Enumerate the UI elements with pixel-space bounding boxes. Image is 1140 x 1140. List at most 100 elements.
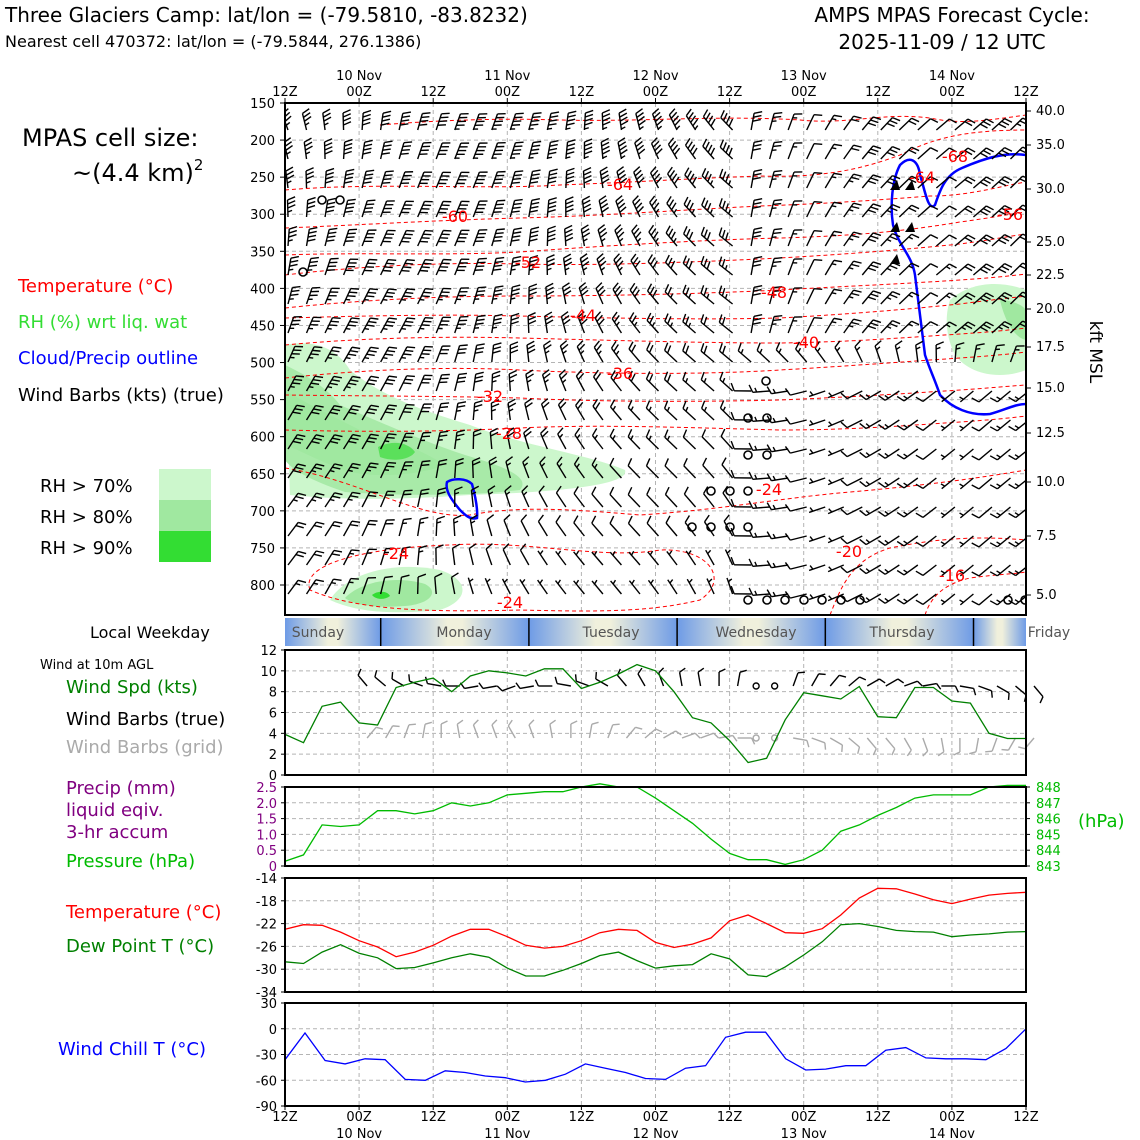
profile-wind-barb xyxy=(663,371,678,392)
profile-wind-barb-feather xyxy=(369,519,378,522)
profile-wind-barb-feather xyxy=(403,493,412,496)
profile-wind-barb-feather xyxy=(423,262,432,265)
profile-wind-barb-feather xyxy=(753,139,763,143)
profile-wind-barb-feather xyxy=(527,344,536,350)
profile-wind-barb-shaft xyxy=(342,200,349,218)
profile-wind-barb-shaft xyxy=(454,432,458,450)
profile-wind-barb-feather xyxy=(851,205,860,210)
profile-wind-barb-halffeather xyxy=(754,590,758,596)
profile-wind-barb-feather xyxy=(511,288,520,292)
profile-wind-barb-feather xyxy=(313,524,323,529)
profile-wind-barb-shaft xyxy=(806,230,815,247)
profile-wind-barb xyxy=(609,550,622,566)
profile-wind-barb-shaft xyxy=(884,506,900,517)
profile-wind-barb xyxy=(959,419,974,432)
profile-wind-barb-feather xyxy=(316,521,325,525)
profile-wind-barb xyxy=(668,108,681,131)
profile-wind-barb-feather xyxy=(405,320,414,324)
profile-wind-barb-shaft xyxy=(972,176,987,189)
profile-wind-barb xyxy=(287,434,306,450)
profile-wind-barb-feather xyxy=(908,207,917,213)
profile-wind-barb xyxy=(700,255,715,276)
profile-wind-barb xyxy=(808,506,826,514)
profile-wind-barb-shaft xyxy=(631,230,641,247)
profile-wind-barb-shaft xyxy=(865,390,882,401)
isotherm-label: -64 xyxy=(607,175,633,194)
surface-barb-true-shaft xyxy=(556,682,571,687)
profile-wind-barb xyxy=(768,111,783,131)
profile-wind-barb-shaft xyxy=(922,390,937,402)
profile-wind-barb xyxy=(578,282,589,305)
profile-wind-barb-shaft xyxy=(379,491,388,508)
profile-wind-barb-feather xyxy=(722,142,727,151)
profile-wind-barb-feather xyxy=(964,208,973,214)
isotherm-label: -48 xyxy=(761,283,787,302)
profile-wind-barb-feather xyxy=(580,318,588,326)
profile-wind-barb-feather xyxy=(512,231,522,234)
isotherm-label: -44 xyxy=(570,306,596,325)
surface-barb-true-feather xyxy=(442,679,447,687)
profile-wind-barb-feather xyxy=(384,382,394,385)
profile-wind-barb-feather xyxy=(986,321,994,327)
profile-wind-barb-feather xyxy=(600,203,609,209)
surface-barb-true xyxy=(829,674,847,687)
profile-wind-barb-feather xyxy=(383,144,392,148)
profile-wind-barb-feather xyxy=(986,147,994,153)
profile-wind-barb-feather xyxy=(565,204,574,209)
profile-wind-barb xyxy=(472,371,484,392)
profile-wind-barb-halffeather xyxy=(903,424,908,429)
profile-wind-barb-feather xyxy=(421,115,430,119)
calm-circle xyxy=(743,450,753,460)
profile-wind-barb-shaft xyxy=(435,113,443,131)
profile-wind-barb-feather xyxy=(582,199,591,205)
top-time-tick-label: 00Z xyxy=(346,85,372,100)
profile-wind-barb xyxy=(880,174,901,189)
profile-wind-barb-feather xyxy=(666,374,672,383)
profile-wind-barb-feather xyxy=(813,200,823,203)
profile-wind-barb xyxy=(472,428,482,450)
profile-wind-barb-halffeather xyxy=(778,348,782,354)
height-tick-label: 40.0 xyxy=(1036,104,1065,119)
profile-wind-barb-feather xyxy=(718,314,723,323)
profile-wind-barb-feather xyxy=(889,206,898,212)
profile-wind-barb-feather xyxy=(352,404,361,408)
profile-wind-barb-feather xyxy=(599,199,608,205)
profile-wind-barb-feather xyxy=(687,141,693,149)
profile-wind-barb-feather xyxy=(833,230,843,234)
profile-wind-barb-feather xyxy=(930,118,939,124)
precip-panel-ytick-label: 0 xyxy=(269,860,277,875)
profile-wind-barb-shaft xyxy=(1015,566,1026,577)
profile-wind-barb-feather xyxy=(575,398,582,406)
profile-wind-barb-feather xyxy=(387,258,397,262)
profile-wind-barb xyxy=(720,109,734,131)
surface-barb-grid-shaft xyxy=(528,724,535,739)
profile-wind-barb-feather xyxy=(324,150,333,155)
profile-wind-barb xyxy=(682,284,697,305)
profile-wind-barb-shaft xyxy=(768,316,775,334)
profile-wind-barb xyxy=(635,108,646,131)
profile-wind-barb-feather xyxy=(468,543,477,550)
profile-wind-barb-shaft xyxy=(978,564,993,577)
profile-wind-barb-halffeather xyxy=(848,208,854,212)
profile-wind-barb-feather xyxy=(663,342,669,351)
profile-wind-barb-halffeather xyxy=(329,469,335,473)
profile-wind-barb xyxy=(305,550,325,566)
profile-wind-barb-shaft xyxy=(491,113,499,131)
profile-wind-barb-halffeather xyxy=(545,350,550,354)
profile-wind-barb-feather xyxy=(634,289,640,298)
isotherm-minus-24-mid xyxy=(285,467,1026,516)
profile-wind-barb xyxy=(808,477,826,485)
profile-wind-barb xyxy=(324,197,336,218)
profile-wind-barb-shaft xyxy=(700,292,715,305)
profile-wind-barb xyxy=(954,176,976,189)
profile-wind-barb-feather xyxy=(602,117,611,122)
surface-barb-grid-shaft xyxy=(607,724,614,739)
profile-wind-barb xyxy=(840,535,863,545)
profile-wind-barb-shaft xyxy=(379,519,388,537)
legend-rh70-swatch xyxy=(159,469,211,500)
profile-wind-barb-feather xyxy=(366,353,375,357)
profile-wind-barb-halffeather xyxy=(809,420,814,425)
profile-wind-barb-shaft xyxy=(324,521,335,537)
profile-wind-barb-halffeather xyxy=(836,346,841,352)
wind-speed-legend: Wind Spd (kts) xyxy=(66,677,198,698)
